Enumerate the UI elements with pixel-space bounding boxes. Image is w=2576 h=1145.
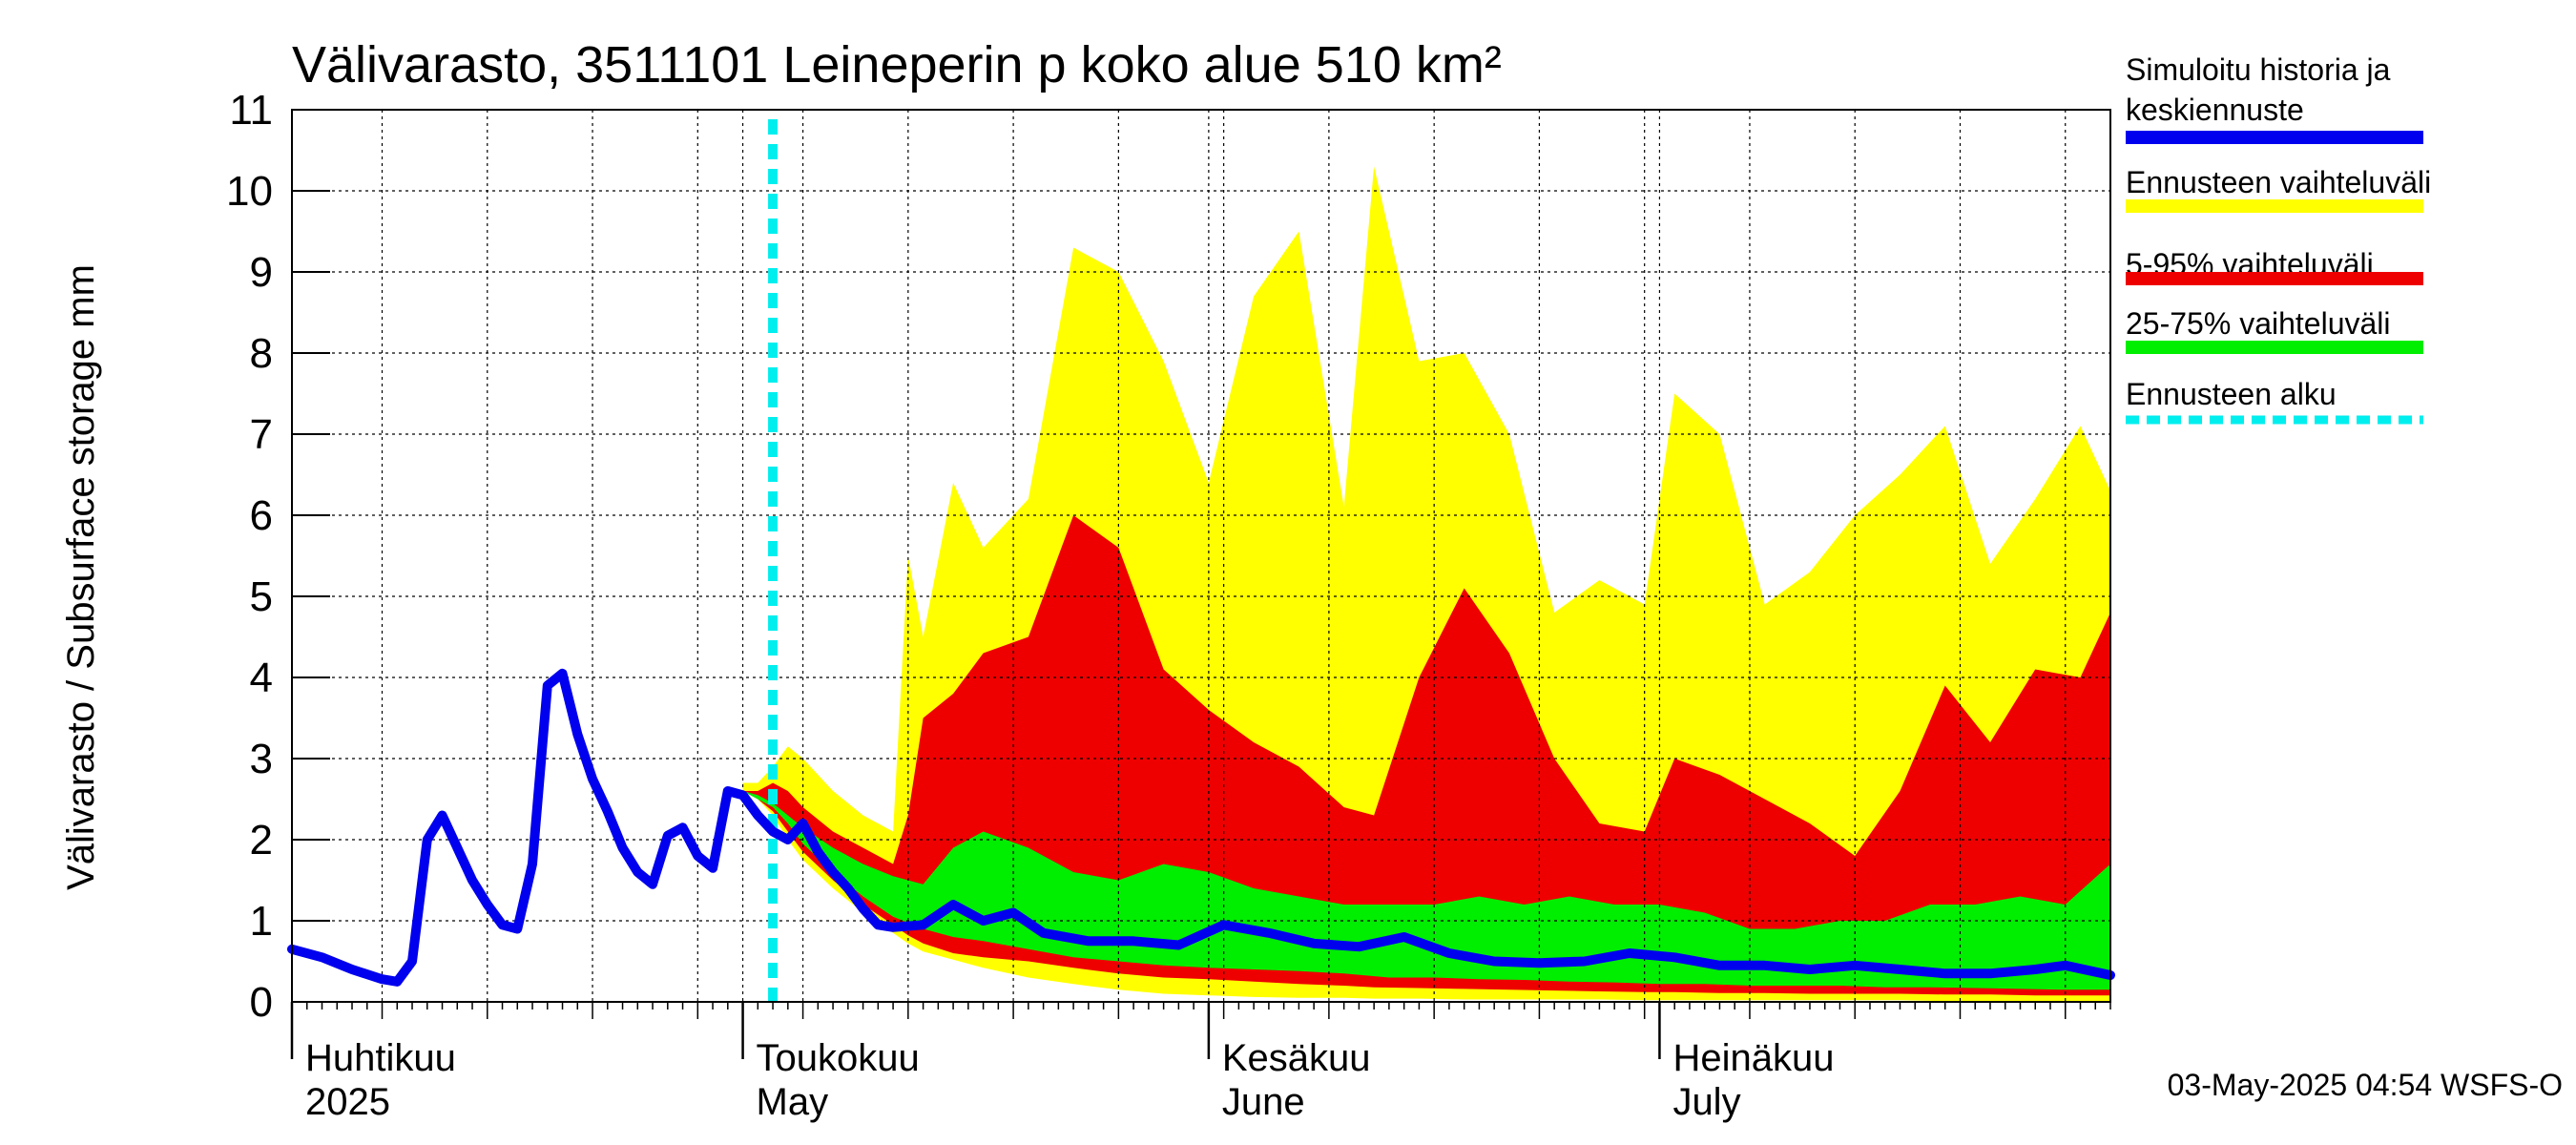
y-tick-label-11: 11 [229, 87, 273, 134]
median-line [287, 668, 2115, 987]
y-axis-ticks: 0 1 2 3 4 5 6 7 8 9 10 11 [226, 87, 330, 1026]
forecast-bands [742, 166, 2110, 1002]
y-tick-label-7: 7 [250, 411, 273, 458]
y-tick-label-0: 0 [250, 979, 273, 1026]
legend-label-1-line2: keskiennuste [2126, 93, 2304, 127]
legend-label-4: 25-75% vaihteluväli [2126, 306, 2391, 341]
month-label-fi-2: Kesäkuu [1222, 1037, 1371, 1079]
y-tick-label-10: 10 [226, 168, 273, 215]
plot-frame [291, 109, 2111, 1003]
timestamp-footer: 03-May-2025 04:54 WSFS-O [2168, 1068, 2563, 1102]
y-axis-label: Välivarasto / Subsurface storage mm [60, 264, 102, 890]
y-tick-label-8: 8 [250, 330, 273, 377]
legend-label-1: Simuloitu historia ja [2126, 52, 2391, 87]
month-label-en-2: June [1222, 1081, 1305, 1123]
chart-title: Välivarasto, 3511101 Leineperin p koko a… [292, 36, 1502, 94]
y-tick-label-2: 2 [250, 817, 273, 864]
legend-label-5: Ennusteen alku [2126, 377, 2337, 411]
y-tick-label-3: 3 [250, 736, 273, 782]
month-label-en-1: May [757, 1081, 829, 1123]
y-tick-label-5: 5 [250, 573, 273, 620]
legend: Simuloitu historia ja keskiennuste Ennuste… [2126, 52, 2431, 425]
month-label-en-3: July [1672, 1081, 1740, 1123]
y-tick-label-9: 9 [250, 249, 273, 296]
legend-swatch-2 [2126, 199, 2423, 213]
legend-label-2: Ennusteen vaihteluväli [2126, 165, 2431, 199]
y-tick-label-4: 4 [250, 655, 273, 701]
month-label-fi-0: Huhtikuu [305, 1037, 456, 1079]
y-tick-label-1: 1 [250, 898, 273, 945]
median-series [287, 668, 2115, 987]
month-label-en-0: 2025 [305, 1081, 390, 1123]
legend-swatch-1 [2126, 131, 2423, 144]
legend-swatch-4 [2126, 341, 2423, 354]
month-label-fi-3: Heinäkuu [1672, 1037, 1834, 1079]
y-tick-label-6: 6 [250, 492, 273, 539]
legend-swatch-3 [2126, 272, 2423, 285]
month-label-fi-1: Toukokuu [757, 1037, 920, 1079]
